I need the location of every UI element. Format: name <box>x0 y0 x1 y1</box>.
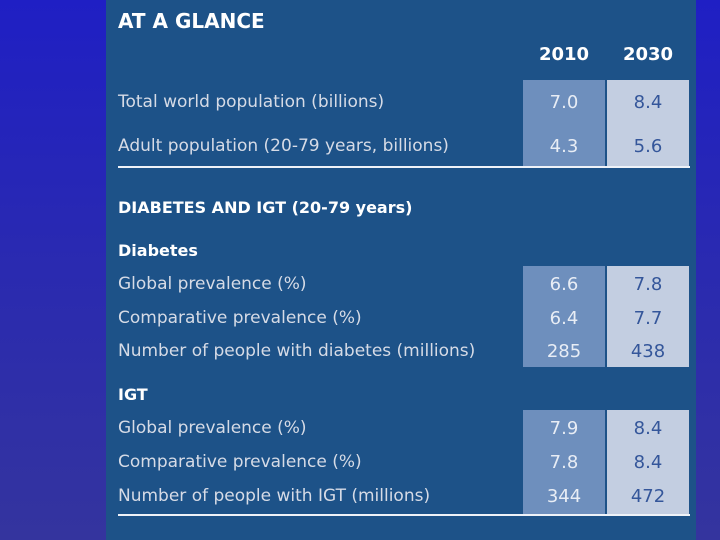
population-row-2010: 4.3 <box>549 136 579 157</box>
diabetes-title: Diabetes <box>118 241 198 260</box>
igt-row-2010: 7.9 <box>549 418 579 439</box>
diabetes-row-label: Number of people with diabetes (millions… <box>118 341 476 361</box>
population-row-label: Adult population (20-79 years, billions) <box>118 136 449 156</box>
igt-row-2030: 8.4 <box>633 452 663 473</box>
igt-2030-column <box>607 410 689 514</box>
diabetes-row-2030: 438 <box>630 341 666 362</box>
diabetes-row-2030: 7.7 <box>633 308 663 329</box>
year-header-2030: 2030 <box>622 44 674 65</box>
igt-row-label: Global prevalence (%) <box>118 418 307 438</box>
population-row-2030: 5.6 <box>633 136 663 157</box>
diabetes-2030-column <box>607 266 689 367</box>
igt-row-2010: 7.8 <box>549 452 579 473</box>
population-2010-column <box>523 80 605 166</box>
page-title: AT A GLANCE <box>118 9 265 33</box>
year-header-2010: 2010 <box>538 44 590 65</box>
diabetes-row-label: Global prevalence (%) <box>118 274 307 294</box>
igt-2010-column <box>523 410 605 514</box>
igt-row-2010: 344 <box>546 486 582 507</box>
population-row-2010: 7.0 <box>549 92 579 113</box>
igt-row-label: Comparative prevalence (%) <box>118 452 362 472</box>
population-row-2030: 8.4 <box>633 92 663 113</box>
igt-row-2030: 8.4 <box>633 418 663 439</box>
divider <box>118 514 690 516</box>
diabetes-row-2010: 6.6 <box>549 274 579 295</box>
diabetes-row-2010: 285 <box>546 341 582 362</box>
diabetes-row-2030: 7.8 <box>633 274 663 295</box>
igt-row-2030: 472 <box>630 486 666 507</box>
population-row-label: Total world population (billions) <box>118 92 385 112</box>
diabetes-row-2010: 6.4 <box>549 308 579 329</box>
igt-row-label: Number of people with IGT (millions) <box>118 486 431 506</box>
diabetes-row-label: Comparative prevalence (%) <box>118 308 362 328</box>
section-title: DIABETES AND IGT (20-79 years) <box>118 198 413 217</box>
igt-title: IGT <box>118 385 148 404</box>
diabetes-2010-column <box>523 266 605 367</box>
divider <box>118 166 690 168</box>
population-2030-column <box>607 80 689 166</box>
